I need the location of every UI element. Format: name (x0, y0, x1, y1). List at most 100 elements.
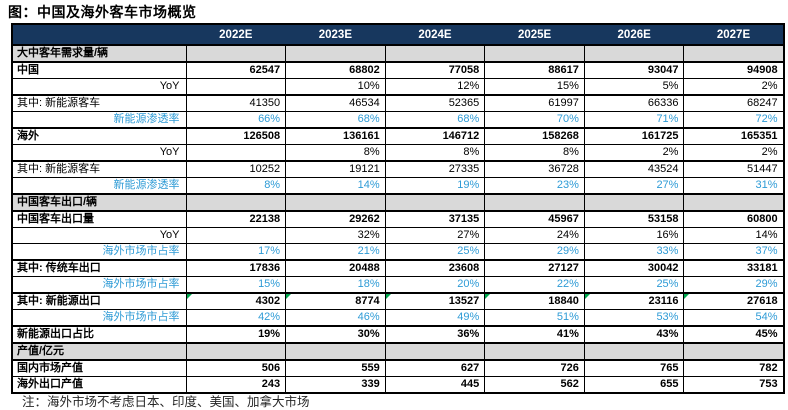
data-cell: 8% (285, 144, 386, 162)
data-cell: 43% (583, 325, 685, 344)
data-cell: 32% (285, 227, 386, 244)
data-cell: 53158 (583, 210, 685, 228)
row-label: YoY (11, 78, 187, 96)
data-cell: 16% (583, 227, 685, 244)
row-label: 其中: 传统车出口 (11, 259, 187, 277)
data-cell (484, 44, 585, 63)
table-row: YoY 32% 27% 24% 16% 14% (11, 227, 785, 244)
data-cell (583, 193, 685, 212)
row-label: 新能源出口占比 (11, 325, 187, 344)
row-label: 中国客车出口量 (11, 210, 187, 228)
table-row: 海外市场市占率 42% 46% 49% 51% 53% 54% (11, 309, 785, 327)
data-cell: 27618 (683, 292, 785, 310)
data-cell: 37135 (384, 210, 486, 228)
data-cell: 45% (683, 325, 785, 344)
row-label: 中国 (11, 61, 187, 79)
row-label: 中国客车出口/辆 (11, 193, 187, 212)
data-cell: 68247 (683, 94, 785, 112)
data-cell: 562 (484, 376, 585, 394)
data-cell: 31% (683, 177, 785, 195)
data-cell: 5% (583, 78, 685, 96)
data-cell: 146712 (384, 127, 486, 145)
data-cell: 23% (484, 177, 585, 195)
data-cell: 8% (185, 177, 287, 195)
data-cell (384, 44, 486, 63)
excel-error-flag-icon (485, 294, 491, 299)
data-cell: 15% (185, 276, 287, 294)
data-cell: 23116 (583, 292, 685, 310)
data-cell: 61997 (484, 94, 585, 112)
table-row: 其中: 传统车出口 17836 20488 23608 27127 30042 33181 (11, 259, 785, 277)
data-cell: 2% (683, 78, 785, 96)
year-column-header: 2024E (384, 23, 486, 46)
excel-error-flag-icon (286, 294, 292, 299)
data-cell: 53% (583, 309, 685, 327)
table-row: 新能源渗透率 66% 68% 68% 70% 71% 72% (11, 111, 785, 129)
data-cell: 36% (384, 325, 486, 344)
data-cell (583, 44, 685, 63)
data-cell: 506 (185, 359, 287, 377)
row-label: 新能源渗透率 (11, 111, 187, 129)
figure-title: 图：中国及海外客车市场概览 (8, 4, 197, 20)
data-cell: 765 (583, 359, 685, 377)
table-row: YoY 8% 8% 8% 2% 2% (11, 144, 785, 162)
market-overview-table: 2022E 2023E 2024E 2025E 2026E 2027E 大中客年需求量/辆… (11, 23, 785, 394)
excel-error-flag-icon (186, 294, 192, 299)
data-cell: 20% (384, 276, 486, 294)
table-row: 国内市场产值 506 559 627 726 765 782 (11, 359, 785, 377)
data-cell: 77058 (384, 61, 486, 79)
table-row: 海外出口产值 243 339 445 562 655 753 (11, 376, 785, 394)
table-row: 其中: 新能源客车 10252 19121 27335 36728 43524 51447 (11, 160, 785, 178)
data-cell (583, 342, 685, 361)
data-cell: 2% (683, 144, 785, 162)
row-label: 其中: 新能源客车 (11, 94, 187, 112)
data-cell (185, 78, 287, 96)
data-cell (185, 144, 287, 162)
data-cell (683, 44, 785, 63)
data-cell: 33% (583, 243, 685, 261)
data-cell: 17% (185, 243, 287, 261)
data-cell: 25% (384, 243, 486, 261)
data-cell: 68% (285, 111, 386, 129)
data-cell: 46534 (285, 94, 386, 112)
data-cell (384, 342, 486, 361)
table-row: 中国客车出口量 22138 29262 37135 45967 53158 60800 (11, 210, 785, 228)
row-label: 其中: 新能源出口 (11, 292, 187, 310)
row-label: 其中: 新能源客车 (11, 160, 187, 178)
row-label: 产值/亿元 (11, 342, 187, 361)
table-row: YoY 10% 12% 15% 5% 2% (11, 78, 785, 96)
data-cell: 27127 (484, 259, 585, 277)
data-cell: 8% (484, 144, 585, 162)
data-cell: 627 (384, 359, 486, 377)
row-label-column-header (11, 23, 187, 46)
data-cell: 42% (185, 309, 287, 327)
data-cell: 60800 (683, 210, 785, 228)
data-cell: 8% (384, 144, 486, 162)
data-cell: 27% (583, 177, 685, 195)
row-label: 海外市场市占率 (11, 276, 187, 294)
table-row: 其中: 新能源客车 41350 46534 52365 61997 66336 68247 (11, 94, 785, 112)
footnote: 注：海外市场不考虑日本、印度、美国、加拿大市场 (22, 395, 310, 409)
data-cell: 8774 (285, 292, 386, 310)
row-label: 海外出口产值 (11, 376, 187, 394)
data-cell: 27335 (384, 160, 486, 178)
data-cell: 19121 (285, 160, 386, 178)
data-cell: 126508 (185, 127, 287, 145)
excel-error-flag-icon (585, 294, 590, 299)
data-cell (285, 193, 386, 212)
data-cell (285, 44, 386, 63)
data-cell: 33181 (683, 259, 785, 277)
data-cell: 94908 (683, 61, 785, 79)
table-row: 海外市场市占率 15% 18% 20% 22% 25% 29% (11, 276, 785, 294)
data-cell: 25% (583, 276, 685, 294)
row-label: 海外 (11, 127, 187, 145)
data-cell: 41% (484, 325, 585, 344)
data-cell: 12% (384, 78, 486, 96)
data-cell (185, 227, 287, 244)
table-row: 海外 126508 136161 146712 158268 161725 165351 (11, 127, 785, 145)
table-row: 其中: 新能源出口 4302 8774 13527 18840 23116 27618 (11, 292, 785, 310)
row-label: 新能源渗透率 (11, 177, 187, 195)
data-cell: 29% (484, 243, 585, 261)
data-cell: 51% (484, 309, 585, 327)
excel-error-flag-icon (684, 294, 690, 299)
